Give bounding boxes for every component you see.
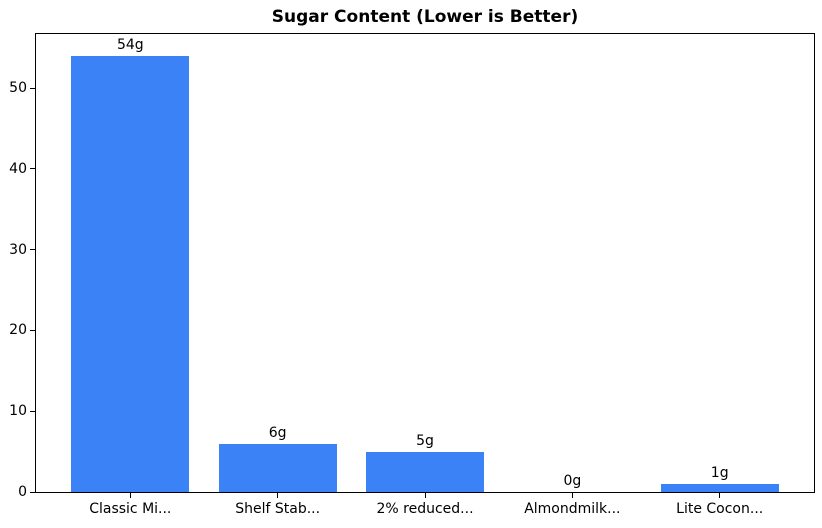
bar — [218, 443, 337, 492]
bar — [660, 483, 779, 492]
x-tick-label: Almondmilk... — [524, 501, 621, 517]
bar-value-label: 5g — [416, 432, 434, 449]
bar-value-label: 6g — [268, 424, 287, 441]
y-tick-mark — [30, 410, 36, 412]
x-tick-label: Shelf Stab... — [235, 501, 321, 517]
y-tick-mark — [30, 87, 36, 89]
plot-area: 0 10 20 30 40 50 54g Classic Mi... 6g Shelf Stab.… — [9, 33, 815, 517]
y-tick-mark — [30, 168, 36, 170]
x-tick-label: 2% reduced... — [376, 501, 474, 517]
bar-value-label: 1g — [710, 464, 729, 481]
x-tick-label: Lite Cocon... — [676, 501, 764, 517]
bar — [366, 451, 484, 492]
x-tick-mark — [719, 492, 721, 498]
y-tick-label: 0 — [18, 484, 27, 500]
x-tick-mark — [277, 492, 279, 498]
y-tick-label: 20 — [9, 322, 27, 339]
bar-value-label: 0g — [563, 473, 582, 489]
x-tick-label: Classic Mi... — [89, 501, 172, 517]
y-tick-label: 40 — [9, 160, 27, 177]
y-tick-mark — [30, 491, 36, 493]
x-tick-mark — [571, 492, 573, 498]
y-tick-mark — [30, 329, 36, 331]
x-tick-mark — [129, 492, 131, 498]
y-tick-label: 10 — [9, 403, 27, 420]
chart-title: Sugar Content (Lower is Better) — [271, 7, 579, 27]
y-tick-label: 30 — [9, 241, 27, 258]
y-tick-label: 50 — [9, 80, 27, 97]
bar — [71, 55, 190, 492]
y-tick-mark — [30, 249, 36, 251]
x-tick-mark — [424, 492, 426, 498]
bar-value-label: 54g — [116, 36, 144, 53]
